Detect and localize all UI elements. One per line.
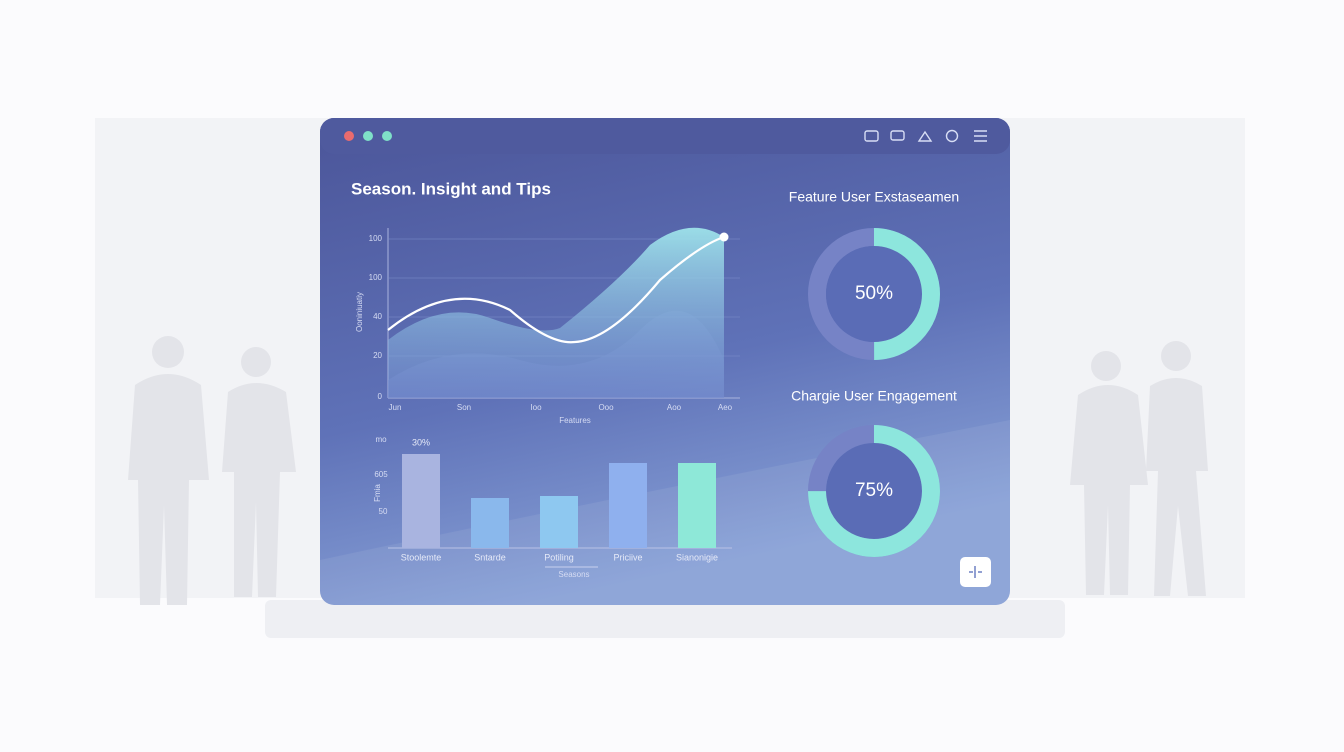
x-tick-label: Sianonigie (676, 552, 718, 562)
donut-label: 75% (855, 480, 893, 501)
laptop-base (265, 600, 1065, 638)
donut-label: 50% (855, 283, 893, 304)
y-axis-label: Ooniniuatiy (355, 292, 364, 332)
donut-title: Chargie User Engagement (791, 388, 957, 404)
y-tick-label: 0 (378, 392, 383, 401)
bar (540, 496, 578, 548)
close-dot[interactable] (344, 131, 354, 141)
donut-charts: Feature User Exstaseamen 50% Chargie User … (789, 189, 959, 557)
people-right (1070, 341, 1208, 596)
dashboard-title: Season. Insight and Tips (351, 179, 551, 198)
x-tick-labels: Stoolemte Sntarde Potiling Priciive Sianonig… (401, 552, 718, 562)
x-tick-label: Aeo (718, 403, 733, 412)
line-chart: Ooniniuatiy 100 100 40 20 0 Jun Son Ioo Ooo Aoo A… (355, 227, 740, 425)
x-tick-label: Jun (389, 403, 402, 412)
y-tick-label: 100 (369, 273, 383, 282)
y-tick-label: 40 (373, 312, 382, 321)
bar (609, 463, 647, 548)
x-tick-label: Ooo (598, 403, 614, 412)
donut-title: Feature User Exstaseamen (789, 189, 959, 205)
x-tick-label: Sntarde (474, 552, 506, 562)
y-tick-label: 100 (369, 234, 383, 243)
x-tick-label: Aoo (667, 403, 682, 412)
bar-chart: mo 605 50 Fmia 30% Stoolemte Sntarde Potil… (373, 435, 732, 579)
y-tick-label: 20 (373, 351, 382, 360)
y-tick-label: 50 (379, 507, 388, 516)
x-tick-labels: Jun Son Ioo Ooo Aoo Aeo (389, 403, 733, 412)
donut-inner (826, 246, 922, 342)
y-tick-label: 605 (374, 470, 388, 479)
bar (402, 454, 440, 548)
x-tick-label: Potiling (544, 552, 574, 562)
donut-arc (808, 228, 940, 360)
action-icon (969, 566, 982, 578)
donut-inner (826, 443, 922, 539)
y-tick-label: mo (375, 435, 387, 444)
x-axis-label: Features (559, 416, 591, 425)
x-tick-label: Stoolemte (401, 552, 442, 562)
x-tick-label: Priciive (613, 552, 642, 562)
bar (471, 498, 509, 548)
line (387, 235, 725, 344)
donut-arc (808, 425, 940, 557)
people-left (128, 336, 296, 605)
annotation: 30% (412, 437, 430, 447)
title-bar (320, 118, 1010, 154)
area (388, 227, 724, 398)
bar (678, 463, 716, 548)
minimize-dot[interactable] (363, 131, 373, 141)
y-axis-label: Fmia (373, 484, 382, 502)
x-axis-label: Seasons (558, 570, 589, 579)
maximize-dot[interactable] (382, 131, 392, 141)
x-tick-label: Son (457, 403, 471, 412)
y-tick-labels: 100 100 40 20 0 (369, 234, 383, 401)
x-tick-label: Ioo (530, 403, 542, 412)
toolbar-icons[interactable] (864, 129, 987, 143)
line-end-point (719, 232, 729, 242)
